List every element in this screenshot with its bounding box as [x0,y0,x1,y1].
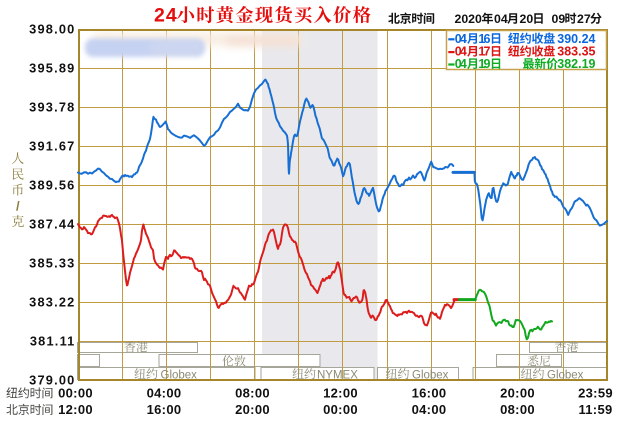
svg-text:04: 04 [455,57,467,71]
svg-text:393.78: 393.78 [29,100,75,115]
svg-text:20:00: 20:00 [235,402,270,417]
svg-text:/: / [16,198,20,213]
svg-text:17: 17 [478,45,490,59]
svg-text:395.89: 395.89 [29,61,75,76]
svg-text:04: 04 [455,32,467,46]
svg-text:381.11: 381.11 [30,334,76,349]
svg-text:391.67: 391.67 [29,139,75,154]
svg-text:385.33: 385.33 [29,256,75,271]
svg-text:27: 27 [577,12,591,26]
svg-text:20: 20 [520,12,534,26]
svg-text:398.00: 398.00 [29,22,75,37]
svg-text:16:00: 16:00 [147,402,182,417]
svg-text:383.22: 383.22 [29,295,75,310]
svg-text:04: 04 [455,45,467,59]
svg-text:04:00: 04:00 [147,385,182,400]
svg-text:16:00: 16:00 [412,385,447,400]
svg-text:08:00: 08:00 [500,402,535,417]
svg-text:24: 24 [154,5,178,27]
svg-text:Globex: Globex [161,369,198,381]
svg-text:389.56: 389.56 [29,178,75,193]
svg-text:09: 09 [552,12,566,26]
svg-text:08:00: 08:00 [235,385,270,400]
svg-text:12:00: 12:00 [323,385,358,400]
svg-text:12:00: 12:00 [58,402,93,417]
svg-text:11:59: 11:59 [578,402,612,417]
svg-text:390.24: 390.24 [557,32,595,46]
svg-text:379.00: 379.00 [29,373,75,388]
svg-text:00:00: 00:00 [58,385,93,400]
svg-text:16: 16 [478,32,490,46]
svg-text:04:00: 04:00 [412,402,447,417]
svg-text:Globex: Globex [412,369,449,381]
svg-text:2020: 2020 [455,12,483,26]
svg-text:387.44: 387.44 [29,217,75,232]
svg-text:23:59: 23:59 [578,385,613,400]
svg-text:NYMEX: NYMEX [317,369,358,381]
svg-text:20:00: 20:00 [500,385,535,400]
svg-text:04: 04 [494,12,508,26]
svg-text:19: 19 [478,57,490,71]
svg-text:383.35: 383.35 [557,45,595,59]
svg-text:382.19: 382.19 [557,57,595,71]
svg-text:00:00: 00:00 [323,402,358,417]
svg-text:Globex: Globex [547,369,584,381]
